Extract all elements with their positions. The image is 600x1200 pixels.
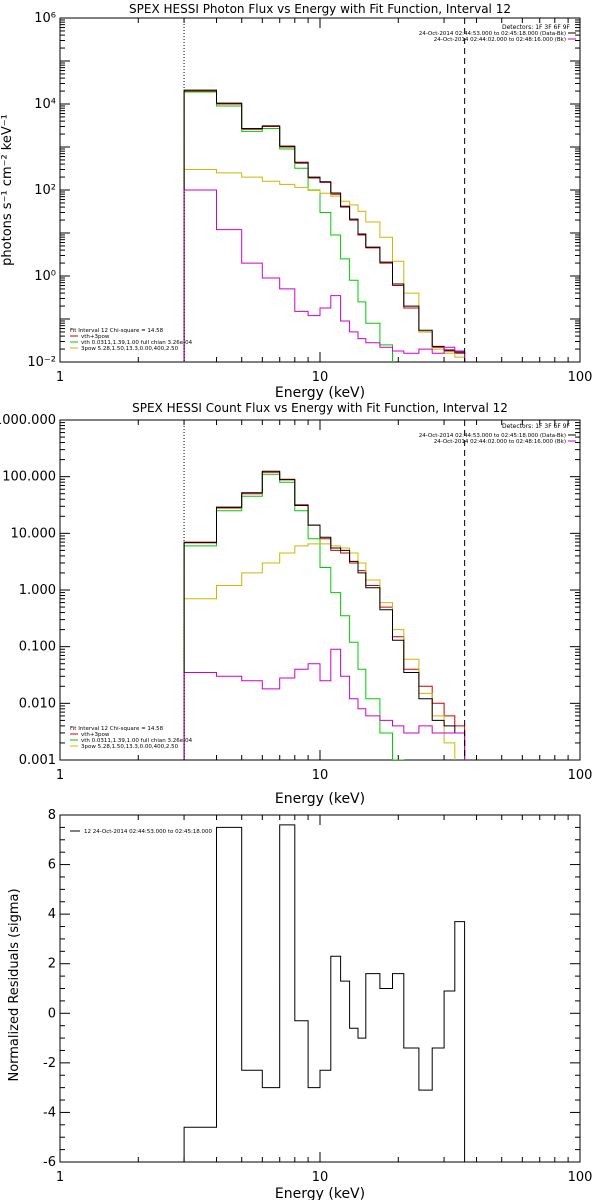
count-flux-xlabel: Energy (keV) xyxy=(275,791,365,807)
photon-flux-detectors: Detectors: 1F 3F 6F 9F xyxy=(502,24,571,31)
count-flux-detectors: Detectors: 1F 3F 6F 9F xyxy=(502,423,571,430)
x-tick-label: 100 xyxy=(568,1170,593,1185)
y-tick-label: 0 xyxy=(48,1006,56,1021)
y-tick-label: -4 xyxy=(43,1105,56,1120)
fit-component-label: 3pow 5.28,1.50,13.3,0.00,400,2.50 xyxy=(81,346,179,352)
y-tick-label: 1.000 xyxy=(19,583,56,598)
count-flux-ticks: 1 10 100 0.001 0.010 0.100 1.000 10.000 100.000 1… xyxy=(0,413,592,783)
y-tick-label: -6 xyxy=(43,1155,56,1170)
x-tick-label: 1 xyxy=(56,1170,64,1185)
series-background xyxy=(183,189,466,362)
y-tick-label: 0.100 xyxy=(19,640,56,655)
photon-flux-panel: SPEX HESSI Photon Flux vs Energy with Fi… xyxy=(0,2,592,401)
residuals-series xyxy=(183,824,466,1162)
count-flux-panel: SPEX HESSI Count Flux vs Energy with Fit… xyxy=(0,401,592,807)
y-tick-label: -2 xyxy=(43,1056,56,1071)
plot-frame xyxy=(59,814,581,1163)
count-flux-title: SPEX HESSI Count Flux vs Energy with Fit… xyxy=(132,401,508,415)
x-tick-label: 10 xyxy=(312,768,329,783)
series-background xyxy=(183,648,466,760)
photon-flux-ticks: 1 10 100 10⁻² 10⁰ 10² 10⁴ 10⁶ xyxy=(27,11,592,385)
residuals-xlabel: Energy (keV) xyxy=(275,1186,365,1200)
y-tick-label: 4 xyxy=(48,907,56,922)
y-tick-label: 100.000 xyxy=(2,470,56,485)
y-tick-label: 0.001 xyxy=(19,753,56,768)
time-range-label: 24-Oct-2014 02:44:53.000 to 02:45:18.000… xyxy=(419,433,566,439)
photon-flux-title: SPEX HESSI Photon Flux vs Energy with Fi… xyxy=(129,2,511,16)
x-tick-label: 10 xyxy=(312,370,329,385)
photon-flux-xlabel: Energy (keV) xyxy=(275,385,365,401)
fit-interval-label: Fit Interval 12 Chi-square = 14.58 xyxy=(70,726,164,732)
photon-flux-ylabel: photons s⁻¹ cm⁻² keV⁻¹ xyxy=(0,114,15,266)
photon-flux-annotations: 24-Oct-2014 02:44:53.000 to 02:45:18.000… xyxy=(70,18,576,362)
x-tick-label: 10 xyxy=(312,1170,329,1185)
fit-component-label: 3pow 5.28,1.50,13.3,0.00,400,2.50 xyxy=(81,744,179,750)
fit-component-label: vth 0.0311,1.39,1.00 full chian 3.26e-04 xyxy=(81,340,193,346)
count-flux-annotations: 24-Oct-2014 02:44:53.000 to 02:45:18.000… xyxy=(70,420,576,760)
series-total xyxy=(183,89,466,362)
time-range-label: 24-Oct-2014 02:44:53.000 to 02:45:18.000… xyxy=(419,31,566,37)
residuals-panel: Energy (keV) Normalized Residuals (sigma… xyxy=(7,808,592,1200)
series-residuals xyxy=(183,824,466,1162)
fit-component-label: vth+3pow xyxy=(81,732,110,738)
time-range-label: 24-Oct-2014 02:44:02.000 to 02:48:16.000… xyxy=(434,37,566,43)
y-tick-label: 10² xyxy=(34,183,56,198)
y-tick-label: 8 xyxy=(48,808,56,823)
x-tick-label: 1 xyxy=(56,370,64,385)
y-tick-label: 6 xyxy=(48,858,56,873)
x-tick-label: 100 xyxy=(568,370,593,385)
residual-legend-label: 12 24-Oct-2014 02:44:53.000 to 02:45:18.… xyxy=(84,829,213,835)
series-vth-3pow xyxy=(183,471,466,760)
residuals-ticks: 1 10 100 -6 -4 -2 0 2 4 6 8 xyxy=(43,808,592,1185)
y-tick-label: 10⁰ xyxy=(34,269,56,284)
y-tick-label: 0.010 xyxy=(19,696,56,711)
count-flux-series xyxy=(183,470,466,760)
residuals-annotations: 12 24-Oct-2014 02:44:53.000 to 02:45:18.… xyxy=(70,829,213,835)
series-total xyxy=(183,470,466,760)
y-tick-label: 10.000 xyxy=(11,526,57,541)
series-3pow xyxy=(183,169,466,362)
fit-interval-label: Fit Interval 12 Chi-square = 14.58 xyxy=(70,328,164,334)
y-tick-label: 10⁶ xyxy=(34,11,56,26)
x-tick-label: 1 xyxy=(56,768,64,783)
y-tick-label: 1000.000 xyxy=(0,413,56,428)
y-tick-label: 10⁴ xyxy=(34,97,56,112)
plot-frame xyxy=(59,419,581,761)
fit-component-label: vth+3pow xyxy=(81,334,110,340)
time-range-label: 24-Oct-2014 02:44:02.000 to 02:48:16.000… xyxy=(434,439,566,445)
series-vth-3pow xyxy=(183,90,466,362)
y-tick-label: 2 xyxy=(48,957,56,972)
x-tick-label: 100 xyxy=(568,768,593,783)
y-tick-label: 10⁻² xyxy=(27,355,56,370)
residuals-ylabel: Normalized Residuals (sigma) xyxy=(7,888,22,1081)
series-3pow xyxy=(183,543,456,760)
photon-flux-series xyxy=(183,89,466,362)
fit-component-label: vth 0.0311,1.39,1.00 full chian 3.26e-04 xyxy=(81,738,193,744)
